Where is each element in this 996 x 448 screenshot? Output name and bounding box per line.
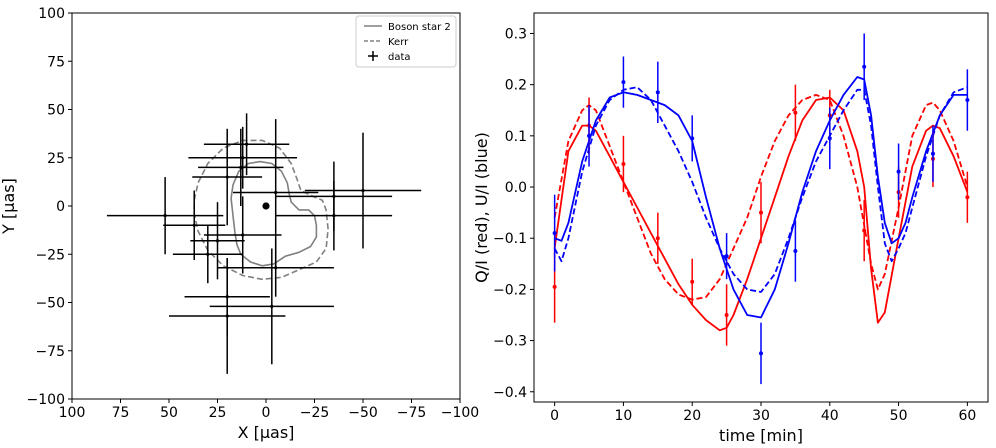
qi-data-point — [759, 210, 763, 215]
center-dot — [262, 202, 270, 210]
x-tick-label: 25 — [209, 405, 227, 421]
ui-data-point — [862, 64, 867, 69]
qi-data-point — [965, 195, 970, 200]
y-tick-label: −0.3 — [493, 334, 527, 350]
x-tick-label: 30 — [752, 408, 770, 424]
x-tick-label: 10 — [615, 408, 633, 424]
data-point — [241, 156, 245, 160]
data-point — [225, 314, 229, 318]
data-point — [192, 223, 196, 227]
ui-data-point — [690, 136, 695, 141]
data-point — [206, 252, 210, 256]
qi-data-point — [793, 110, 798, 115]
data-point — [332, 214, 336, 218]
y-tick-label: −75 — [35, 344, 65, 360]
y-tick-label: −0.1 — [493, 231, 527, 247]
legend-label-data: data — [388, 52, 411, 63]
ui-model-dashed-line — [553, 86, 968, 293]
data-point — [245, 142, 249, 146]
qi-data-point — [621, 161, 626, 166]
ui-data-point — [827, 136, 832, 141]
x-tick-label: 60 — [958, 408, 976, 424]
data-point — [274, 190, 278, 195]
ui-data-point — [587, 133, 592, 138]
y-tick-label: 25 — [47, 151, 65, 167]
y-tick-label: 0.1 — [505, 129, 527, 145]
y-tick-label: 50 — [47, 103, 65, 119]
qi-data-point — [655, 236, 660, 241]
qi-data-point — [552, 284, 557, 289]
ui-data-point — [621, 80, 626, 85]
y-tick-label: 75 — [47, 54, 65, 70]
qi-data-point — [862, 228, 867, 233]
data-point — [270, 304, 274, 308]
y-tick-label: 0.3 — [505, 26, 527, 42]
y-tick-label: −0.4 — [493, 385, 527, 401]
x-tick-label: 75 — [112, 405, 130, 421]
y-tick-label: −50 — [35, 296, 65, 312]
qi-data-point — [724, 312, 729, 317]
data-point — [361, 188, 365, 193]
data-point — [239, 165, 243, 169]
data-point — [225, 175, 229, 179]
ui-data-point — [724, 254, 729, 259]
data-point — [215, 239, 220, 243]
ui-data-point — [965, 98, 970, 103]
y-axis-label: Y [μas] — [0, 178, 18, 235]
y-tick-label: 100 — [38, 6, 65, 22]
qi-data-point — [690, 279, 695, 284]
ui-data-point — [655, 90, 660, 95]
left-panel-sky-plot: 100 75 50 25 0 −25 −50 −75 −100 −100 −75 −50 −25 0 25 5… — [0, 6, 479, 442]
x-tick-label: −25 — [300, 405, 330, 421]
data-point — [241, 233, 245, 237]
x-tick-label: −75 — [397, 405, 427, 421]
data-point — [274, 266, 278, 270]
y-tick-label: −0.2 — [493, 282, 527, 298]
x-tick-label: 0 — [550, 408, 559, 424]
ui-data-point — [759, 351, 763, 356]
y-tick-label: −100 — [27, 392, 65, 408]
ui-data-point — [793, 249, 798, 254]
x-axis-label: time [min] — [719, 426, 803, 445]
legend-label-kerr: Kerr — [388, 37, 409, 48]
x-tick-label: 50 — [160, 405, 178, 421]
qi-model-dashed-line — [553, 94, 969, 301]
y-tick-label: 0 — [56, 199, 65, 215]
legend-box — [355, 15, 457, 68]
x-tick-label: 50 — [890, 408, 908, 424]
y-tick-label: 0.2 — [505, 78, 527, 94]
ui-data-point — [896, 169, 901, 174]
y-tick-label: −25 — [35, 247, 65, 263]
x-tick-label: 0 — [262, 405, 271, 421]
ui-data-point — [930, 151, 935, 156]
legend-label-boson: Boson star 2 — [388, 22, 451, 33]
ui-data-point — [552, 231, 557, 236]
y-axis-label: Q/I (red), U/I (blue) — [472, 132, 491, 283]
x-tick-label: 40 — [821, 408, 839, 424]
data-point — [163, 214, 167, 218]
y-tick-label: 0.0 — [505, 180, 527, 196]
x-tick-label: −50 — [348, 405, 378, 421]
x-tick-label: 100 — [59, 405, 86, 421]
ui-model-solid-line — [554, 76, 968, 319]
x-tick-label: −100 — [441, 405, 479, 421]
x-axis-label: X [μas] — [238, 423, 295, 442]
right-panel-time-series: 0 10 20 30 40 50 60 −0.4 −0.3 −0.2 −0.1 0.0 0.1 0.2 0.… — [472, 12, 989, 445]
x-tick-label: 20 — [683, 408, 701, 424]
legend: Boson star 2 Kerr data — [355, 15, 457, 68]
